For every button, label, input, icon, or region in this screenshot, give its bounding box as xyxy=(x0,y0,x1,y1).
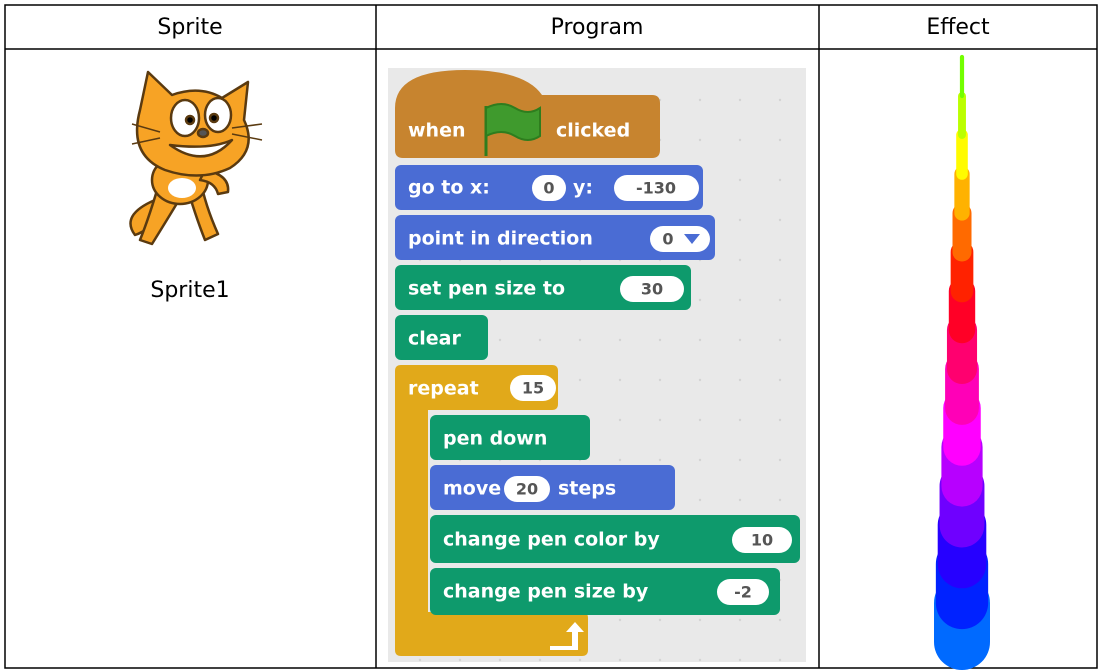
block-text: go to x: xyxy=(408,177,490,199)
block-text: pen down xyxy=(443,428,547,450)
header: Program xyxy=(551,15,644,40)
input-value: 10 xyxy=(751,531,773,550)
block-text: set pen size to xyxy=(408,278,565,300)
dropdown-arrow xyxy=(684,234,700,244)
green-flag xyxy=(484,103,541,156)
block-text: clear xyxy=(408,328,461,350)
pen-block xyxy=(430,415,590,460)
sprite-name: Sprite1 xyxy=(150,278,229,303)
number-input xyxy=(532,175,566,201)
number-input xyxy=(510,375,556,401)
block-text: change pen size by xyxy=(443,581,649,603)
number-input xyxy=(732,527,792,553)
motion-block xyxy=(395,215,715,260)
number-input xyxy=(614,175,699,201)
block-text: point in direction xyxy=(408,228,593,250)
pen-block xyxy=(395,315,488,360)
block-text: clicked xyxy=(556,120,630,142)
sprite-image xyxy=(129,70,263,246)
input-value: -2 xyxy=(734,583,752,602)
input-value: -130 xyxy=(636,179,676,198)
pen-block xyxy=(395,265,691,310)
motion-block xyxy=(430,465,675,510)
table-grid xyxy=(4,4,1098,669)
block-text: change pen color by xyxy=(443,529,660,551)
input-value: 0 xyxy=(662,230,673,249)
header: Effect xyxy=(926,15,990,40)
pen-block xyxy=(430,568,780,615)
input-value: 15 xyxy=(522,379,544,398)
block-text: when xyxy=(408,120,466,142)
loop-arrow xyxy=(550,622,584,650)
input-value: 30 xyxy=(641,280,663,299)
block-text: y: xyxy=(573,177,593,199)
header: Sprite xyxy=(157,15,222,40)
number-input xyxy=(717,579,769,605)
block-text: steps xyxy=(558,478,616,500)
control-block xyxy=(395,365,588,656)
block-text: move xyxy=(443,478,501,500)
block-text: repeat xyxy=(408,378,479,400)
pen-block xyxy=(430,515,800,563)
number-input xyxy=(620,276,684,302)
dropdown-input xyxy=(650,226,710,252)
number-input xyxy=(504,476,550,502)
input-value: 20 xyxy=(516,480,538,499)
input-value: 0 xyxy=(543,179,554,198)
